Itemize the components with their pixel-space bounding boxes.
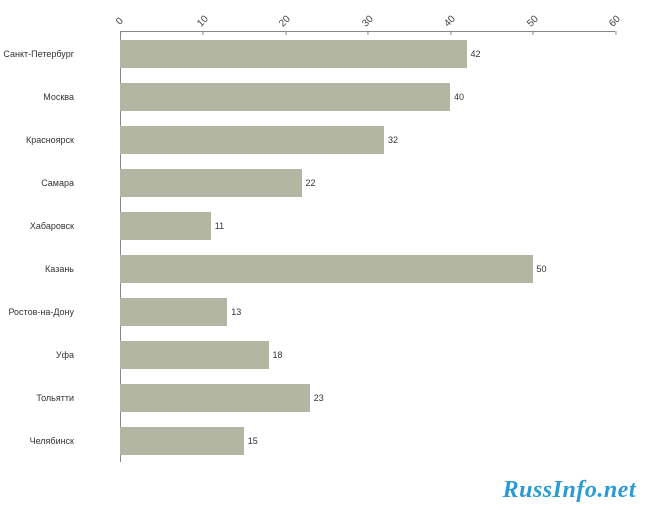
x-tick-label: 0: [114, 16, 126, 28]
value-label: 13: [231, 307, 241, 317]
x-tick: 60: [609, 16, 620, 31]
category-label: Красноярск: [0, 135, 80, 145]
x-tick: 40: [444, 16, 455, 31]
bar: [120, 40, 467, 68]
bar: [120, 83, 450, 111]
category-label: Хабаровск: [0, 221, 80, 231]
plot-area: Санкт-Петербург42Москва40Красноярск32Сам…: [120, 32, 615, 462]
x-tick-label: 30: [360, 14, 376, 30]
watermark: RussInfo.net: [503, 477, 636, 504]
value-label: 11: [215, 221, 224, 231]
category-label: Санкт-Петербург: [0, 49, 80, 59]
x-tick-label: 40: [442, 14, 458, 30]
x-tick-label: 50: [525, 14, 541, 30]
bar-row: Красноярск32: [120, 118, 615, 161]
x-axis: 0102030405060: [120, 0, 615, 32]
category-label: Казань: [0, 264, 80, 274]
category-label: Ростов-на-Дону: [0, 307, 80, 317]
value-label: 15: [248, 436, 258, 446]
category-label: Челябинск: [0, 436, 80, 446]
bar-row: Тольятти23: [120, 376, 615, 419]
bar: [120, 212, 211, 240]
x-tick: 50: [527, 16, 538, 31]
bar: [120, 169, 302, 197]
value-label: 32: [388, 135, 398, 145]
category-label: Самара: [0, 178, 80, 188]
value-label: 23: [314, 393, 324, 403]
x-tick-label: 60: [607, 14, 623, 30]
category-label: Уфа: [0, 350, 80, 360]
category-label: Москва: [0, 92, 80, 102]
chart-container: 0102030405060 Санкт-Петербург42Москва40К…: [0, 0, 650, 510]
bar-row: Москва40: [120, 75, 615, 118]
bar-row: Казань50: [120, 247, 615, 290]
value-label: 50: [537, 264, 547, 274]
bar-row: Уфа18: [120, 333, 615, 376]
category-label: Тольятти: [0, 393, 80, 403]
value-label: 22: [306, 178, 316, 188]
x-tick: 20: [279, 16, 290, 31]
x-tick-label: 20: [277, 14, 293, 30]
bar: [120, 341, 269, 369]
x-tick: 30: [362, 16, 373, 31]
x-tick: 10: [197, 16, 208, 31]
x-tick-label: 10: [195, 14, 211, 30]
value-label: 42: [471, 49, 481, 59]
bar-row: Ростов-на-Дону13: [120, 290, 615, 333]
bar-row: Санкт-Петербург42: [120, 32, 615, 75]
x-tick: 0: [117, 16, 123, 31]
bar: [120, 384, 310, 412]
bar: [120, 255, 533, 283]
value-label: 40: [454, 92, 464, 102]
bar: [120, 298, 227, 326]
bar-row: Хабаровск11: [120, 204, 615, 247]
bar-row: Самара22: [120, 161, 615, 204]
x-tick-mark: [615, 31, 616, 35]
bar-row: Челябинск15: [120, 419, 615, 462]
bar: [120, 126, 384, 154]
bar: [120, 427, 244, 455]
value-label: 18: [273, 350, 283, 360]
